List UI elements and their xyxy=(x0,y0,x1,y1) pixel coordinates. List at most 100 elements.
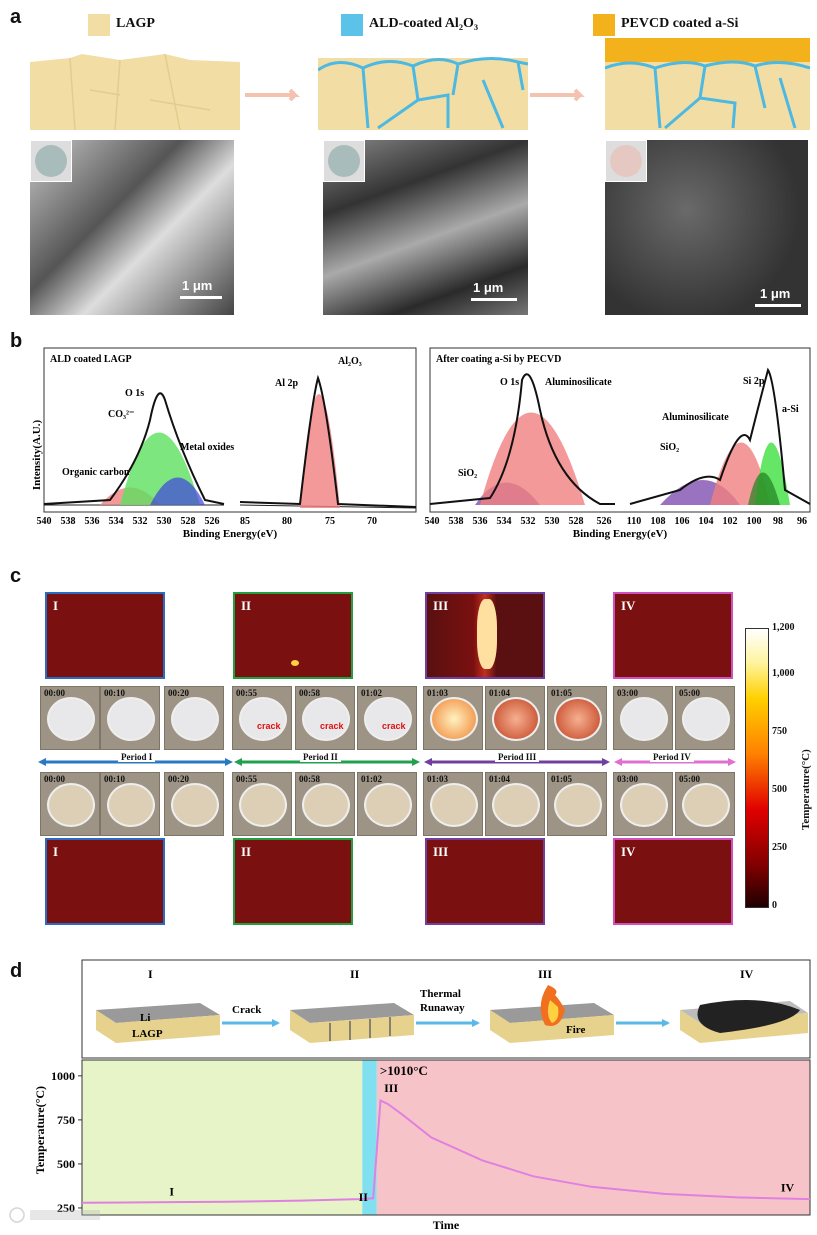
ir-image-bottom-4: IV xyxy=(613,838,733,925)
svg-text:104: 104 xyxy=(699,516,714,527)
sample-photo-frame: 00:10 xyxy=(100,772,160,836)
period-3-label: Period III xyxy=(495,752,540,762)
time-label: 05:00 xyxy=(679,688,700,698)
watermark xyxy=(8,1206,108,1224)
time-label: 00:10 xyxy=(104,688,125,698)
panel-a-label: a xyxy=(10,6,22,28)
crack-label: crack xyxy=(320,721,344,731)
svg-text:538: 538 xyxy=(61,516,76,527)
time-label: 03:00 xyxy=(617,774,638,784)
time-label: 00:58 xyxy=(299,774,320,784)
max-temp-label: >1010°C xyxy=(380,1063,428,1078)
colorbar-tick-1000: 1,000 xyxy=(772,668,795,679)
time-label: 01:03 xyxy=(427,774,448,784)
sample-dish xyxy=(682,783,730,827)
ir-image-top-1: I xyxy=(45,592,165,679)
sample-photo-frame: 01:03 xyxy=(423,772,483,836)
temp-ylabel: Temperature(°C) xyxy=(33,1086,47,1174)
sem-image-al2o3: 1 μm xyxy=(323,140,528,315)
peak-asi-2 xyxy=(748,472,780,505)
scale-bar xyxy=(180,296,222,299)
scale-bar-label: 1 μm xyxy=(760,286,791,301)
svg-text:98: 98 xyxy=(773,516,783,527)
time-label: 00:55 xyxy=(236,688,257,698)
stage-4: IV xyxy=(740,967,754,981)
ann-si2p: Si 2p xyxy=(743,376,765,387)
fit-al2p xyxy=(239,374,417,508)
region-crack xyxy=(362,1060,377,1215)
svg-text:528: 528 xyxy=(181,516,196,527)
xps-spectra: Intensity(A.U.) ALD coated LAGP O 1s CO₃… xyxy=(31,347,811,540)
sample-dish xyxy=(364,697,412,741)
time-label: 01:03 xyxy=(427,688,448,698)
sample-photo-frame: 01:05 xyxy=(547,686,607,750)
sample-photo-frame: 01:03 xyxy=(423,686,483,750)
temp-xlabel: Time xyxy=(433,1218,460,1232)
sample-photo-lagp xyxy=(30,140,72,182)
sample-dish xyxy=(47,783,95,827)
xps-ticks-b: 85 80 75 70 xyxy=(240,516,377,527)
sample-dish xyxy=(239,697,287,741)
svg-text:540: 540 xyxy=(425,516,440,527)
time-label: 01:02 xyxy=(361,688,382,698)
svg-text:530: 530 xyxy=(157,516,172,527)
crack-label: crack xyxy=(257,721,281,731)
svg-text:528: 528 xyxy=(569,516,584,527)
region-thermal-runaway xyxy=(376,1060,810,1215)
sample-dish xyxy=(492,697,540,741)
colorbar-tick-750: 750 xyxy=(772,726,787,737)
time-label: 00:20 xyxy=(168,774,189,784)
xps-ticks-d: 110 108 106 104 102 100 98 96 xyxy=(627,516,807,527)
sample-photo-frame: 01:02 xyxy=(357,772,417,836)
time-label: 01:04 xyxy=(489,688,510,698)
ann-co3: CO₃²⁻ xyxy=(108,409,134,420)
svg-text:538: 538 xyxy=(449,516,464,527)
time-label: 05:00 xyxy=(679,774,700,784)
legend-al2o3-swatch xyxy=(341,14,363,36)
sample-dish xyxy=(302,783,350,827)
y-tick-label: 250 xyxy=(57,1201,75,1215)
lagp-label: LAGP xyxy=(132,1028,163,1040)
xps-right-title: After coating a-Si by PECVD xyxy=(436,354,561,365)
scale-bar xyxy=(471,298,517,301)
panel-d-label: d xyxy=(10,960,23,982)
legend-al2o3-label: ALD-coated Al₂O₃ xyxy=(369,16,479,31)
arrow-2 xyxy=(530,88,585,102)
runaway-label: Runaway xyxy=(420,1002,465,1014)
time-label: 00:58 xyxy=(299,688,320,698)
svg-text:106: 106 xyxy=(675,516,690,527)
curve-label-2: II xyxy=(359,1190,369,1204)
svg-text:102: 102 xyxy=(723,516,738,527)
sample-dish xyxy=(107,783,155,827)
y-tick-label: 1000 xyxy=(51,1069,75,1083)
ann-organic-carbon: Organic carbon xyxy=(62,467,130,478)
sample-photo-al2o3 xyxy=(323,140,365,182)
svg-text:80: 80 xyxy=(282,516,292,527)
legend-lagp-label: LAGP xyxy=(116,16,155,31)
sample-dish xyxy=(554,697,602,741)
ir-image-bottom-1: I xyxy=(45,838,165,925)
sample-photo-frame: 00:58 xyxy=(295,772,355,836)
svg-text:75: 75 xyxy=(325,516,335,527)
period-2-label: Period II xyxy=(300,752,341,762)
ir-image-top-4: IV xyxy=(613,592,733,679)
fit-o1s-right xyxy=(429,373,615,505)
time-label: 00:00 xyxy=(44,774,65,784)
legend-asi-swatch xyxy=(593,14,615,36)
time-label: 01:04 xyxy=(489,774,510,784)
stage-3: III xyxy=(538,967,552,981)
svg-text:110: 110 xyxy=(627,516,641,527)
sample-photo-frame: 00:20 xyxy=(164,772,224,836)
ir-image-bottom-2: II xyxy=(233,838,353,925)
sample-photo-frame: 01:04 xyxy=(485,772,545,836)
peak-metal-oxides xyxy=(150,477,205,505)
colorbar-tick-0: 0 xyxy=(772,900,777,911)
sample-dish xyxy=(107,697,155,741)
sample-photo-frame: 03:00 xyxy=(613,686,673,750)
svg-text:530: 530 xyxy=(545,516,560,527)
svg-text:540: 540 xyxy=(37,516,52,527)
time-label: 00:10 xyxy=(104,774,125,784)
xps-left-frame xyxy=(43,347,417,513)
xps-ticks-a: 540 538 536 534 532 530 528 526 xyxy=(37,516,220,527)
